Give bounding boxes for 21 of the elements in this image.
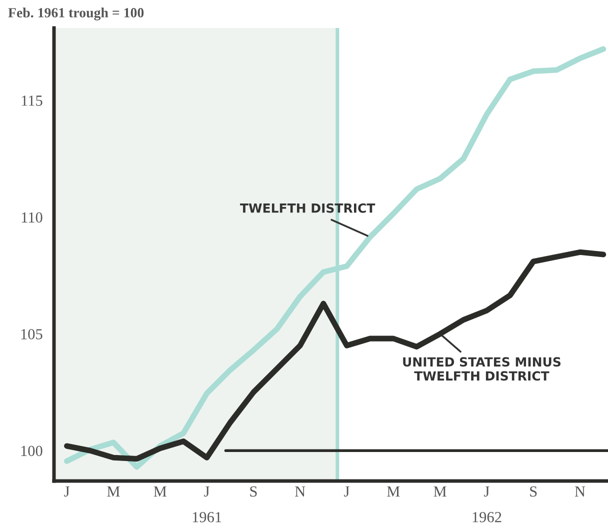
text: 1961 <box>192 512 222 522</box>
y-tick-label: 110 <box>22 212 42 223</box>
x-tick-label: N <box>574 486 586 496</box>
x-tick-label: J <box>204 486 210 497</box>
x-tick-label: S <box>530 486 537 497</box>
legend-label: UNITED STATES MINUS TWELFTH DISTRICT <box>403 357 561 381</box>
x-tick-label: M <box>434 486 446 496</box>
x-tick-label: S <box>250 486 257 497</box>
x-tick-label: M <box>154 486 166 496</box>
y-tick-label: 115 <box>22 96 42 106</box>
x-tick-label: J <box>344 486 350 497</box>
y-tick-label: 100 <box>21 446 42 456</box>
x-tick-label: N <box>295 486 306 496</box>
series-label: TWELFTH DISTRICT <box>240 203 376 213</box>
x-tick-label: M <box>387 486 400 496</box>
x-tick-label: J <box>64 486 70 497</box>
y-tick-label: 105 <box>21 329 42 340</box>
x-tick-label: J <box>484 486 490 497</box>
y-axis-title: Feb. 1961 trough = 100 <box>8 8 144 20</box>
text: 1962 <box>472 512 502 522</box>
x-tick-label: M <box>107 486 120 496</box>
